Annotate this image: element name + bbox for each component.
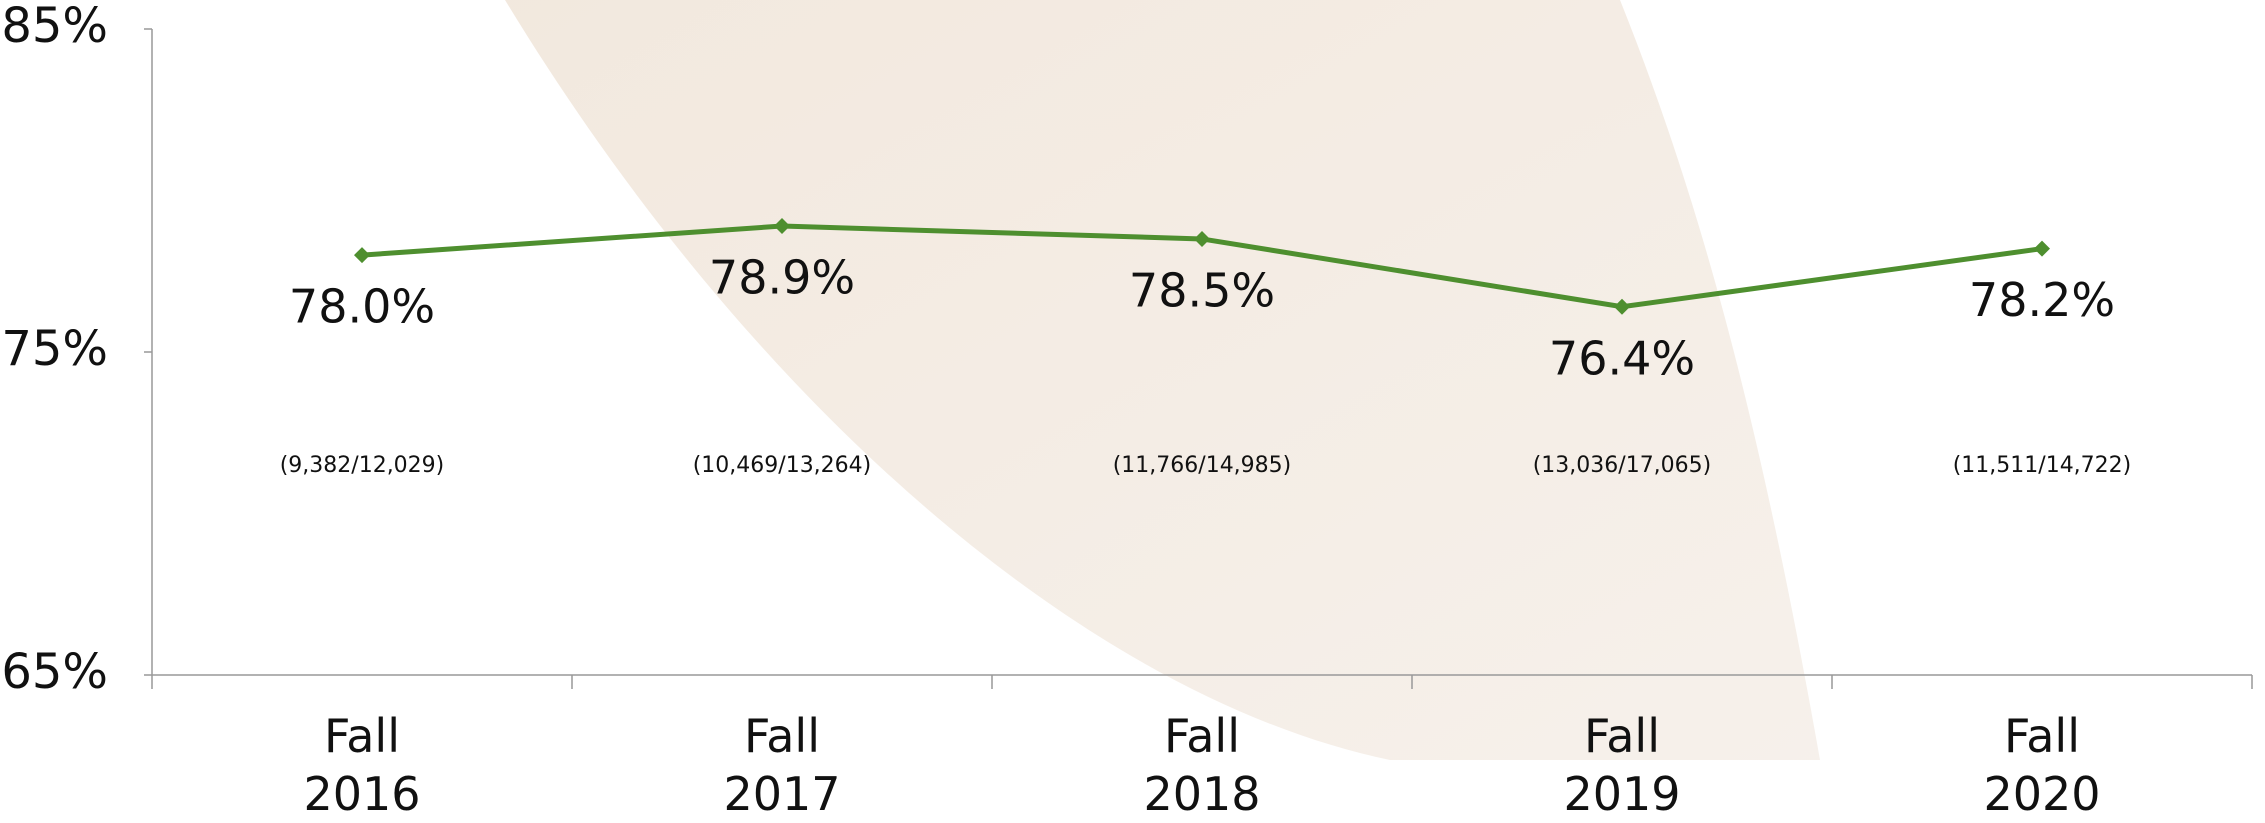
page: 65% 75% 85% 78.0% (9,382/12,029) 78.9% (10,469…: [0, 0, 2265, 817]
ratio-label: (11,766/14,985): [1113, 453, 1292, 478]
x-tick-label: Fall 2017: [682, 707, 882, 823]
ratio-label: (10,469/13,264): [693, 453, 872, 478]
value-label: 78.0%: [289, 280, 435, 334]
ratio-label: (11,511/14,722): [1953, 453, 2132, 478]
x-tick-label: Fall 2020: [1942, 707, 2142, 823]
ratio-label: (9,382/12,029): [280, 453, 445, 478]
ratio-label: (13,036/17,065): [1533, 453, 1712, 478]
chart: 65% 75% 85% 78.0% (9,382/12,029) 78.9% (10,469…: [0, 0, 2265, 817]
x-tick-label: Fall 2019: [1522, 707, 1722, 823]
value-label: 78.2%: [1969, 273, 2115, 327]
x-tick-label: Fall 2018: [1102, 707, 1302, 823]
value-label: 78.9%: [709, 251, 855, 305]
marker: [2034, 241, 2050, 257]
x-tick-label: Fall 2016: [262, 707, 462, 823]
y-tick-label: 85%: [1, 0, 108, 54]
y-tick-label: 65%: [1, 644, 108, 700]
y-tick-label: 75%: [1, 321, 108, 377]
value-label: 78.5%: [1129, 263, 1275, 317]
value-label: 76.4%: [1549, 331, 1695, 385]
marker: [354, 247, 370, 263]
